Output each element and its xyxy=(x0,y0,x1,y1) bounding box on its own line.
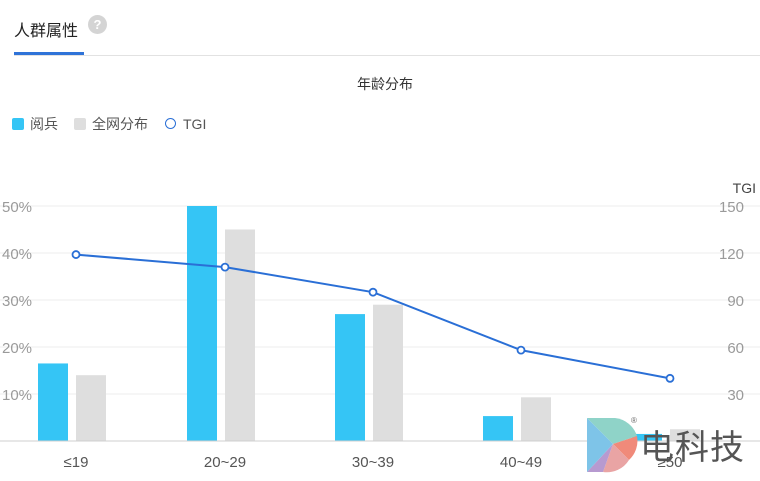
y-left-tick-label: 40% xyxy=(2,246,32,263)
bar-series-1 xyxy=(632,433,662,441)
legend-label-series-3: TGI xyxy=(183,116,207,132)
y-right-axis-label: TGI xyxy=(733,180,756,196)
brand-logo-icon xyxy=(587,418,638,473)
x-tick-label: ≤19 xyxy=(64,454,89,471)
x-tick-label: 30~39 xyxy=(352,454,394,471)
line-layer xyxy=(71,250,675,383)
axis-layer: 10% 20% 30% 40% 50% 30 60 90 120 150 TGI ≤19 20~29 30… xyxy=(0,180,760,471)
legend-label-series-2: 全网分布 xyxy=(92,116,148,132)
legend-swatch-series-1 xyxy=(12,118,24,130)
tgi-point xyxy=(516,345,526,355)
active-tab-indicator xyxy=(14,52,84,55)
y-right-tick-label: 30 xyxy=(727,387,744,404)
bar-series-1 xyxy=(187,206,217,441)
y-right-tick-label: 90 xyxy=(727,293,744,310)
y-left-tick-label: 50% xyxy=(2,199,32,216)
bar-series-2 xyxy=(670,429,700,441)
x-tick-label: 20~29 xyxy=(204,454,246,471)
y-left-tick-label: 30% xyxy=(2,293,32,310)
tgi-point xyxy=(368,287,378,297)
x-tick-label: ≥50 xyxy=(658,454,683,471)
y-right-tick-label: 150 xyxy=(719,199,744,216)
tab-audience-attributes[interactable]: 人群属性 xyxy=(14,23,79,40)
bar-series-1 xyxy=(335,314,365,441)
tgi-point xyxy=(71,250,81,259)
bar-series-2 xyxy=(225,229,255,441)
y-left-tick-label: 10% xyxy=(2,387,32,404)
header-divider xyxy=(14,55,760,56)
bar-series-2 xyxy=(373,304,403,441)
legend-label-series-1: 阅兵 xyxy=(30,116,58,132)
y-right-tick-label: 60 xyxy=(727,340,744,357)
x-tick-label: 40~49 xyxy=(500,454,542,471)
bar-series-1 xyxy=(38,363,68,441)
question-circle-icon[interactable]: ? xyxy=(88,15,107,34)
brand-registered-mark: ® xyxy=(631,416,637,425)
brand-text: 电科技 xyxy=(640,429,745,467)
tgi-point xyxy=(665,373,675,383)
legend-swatch-series-2 xyxy=(74,118,86,130)
bar-layer xyxy=(38,206,700,441)
bar-series-2 xyxy=(521,397,551,441)
chart-title: 年龄分布 xyxy=(357,76,413,92)
y-left-tick-label: 20% xyxy=(2,340,32,357)
legend-ring-series-3 xyxy=(165,118,176,129)
page-header: 人群属性 ? xyxy=(0,0,760,56)
bar-series-1 xyxy=(483,416,513,441)
y-right-tick-label: 120 xyxy=(719,246,744,263)
bar-series-2 xyxy=(76,375,106,441)
tgi-point xyxy=(220,262,230,272)
brand-watermark: ® 电科技 xyxy=(585,416,760,476)
